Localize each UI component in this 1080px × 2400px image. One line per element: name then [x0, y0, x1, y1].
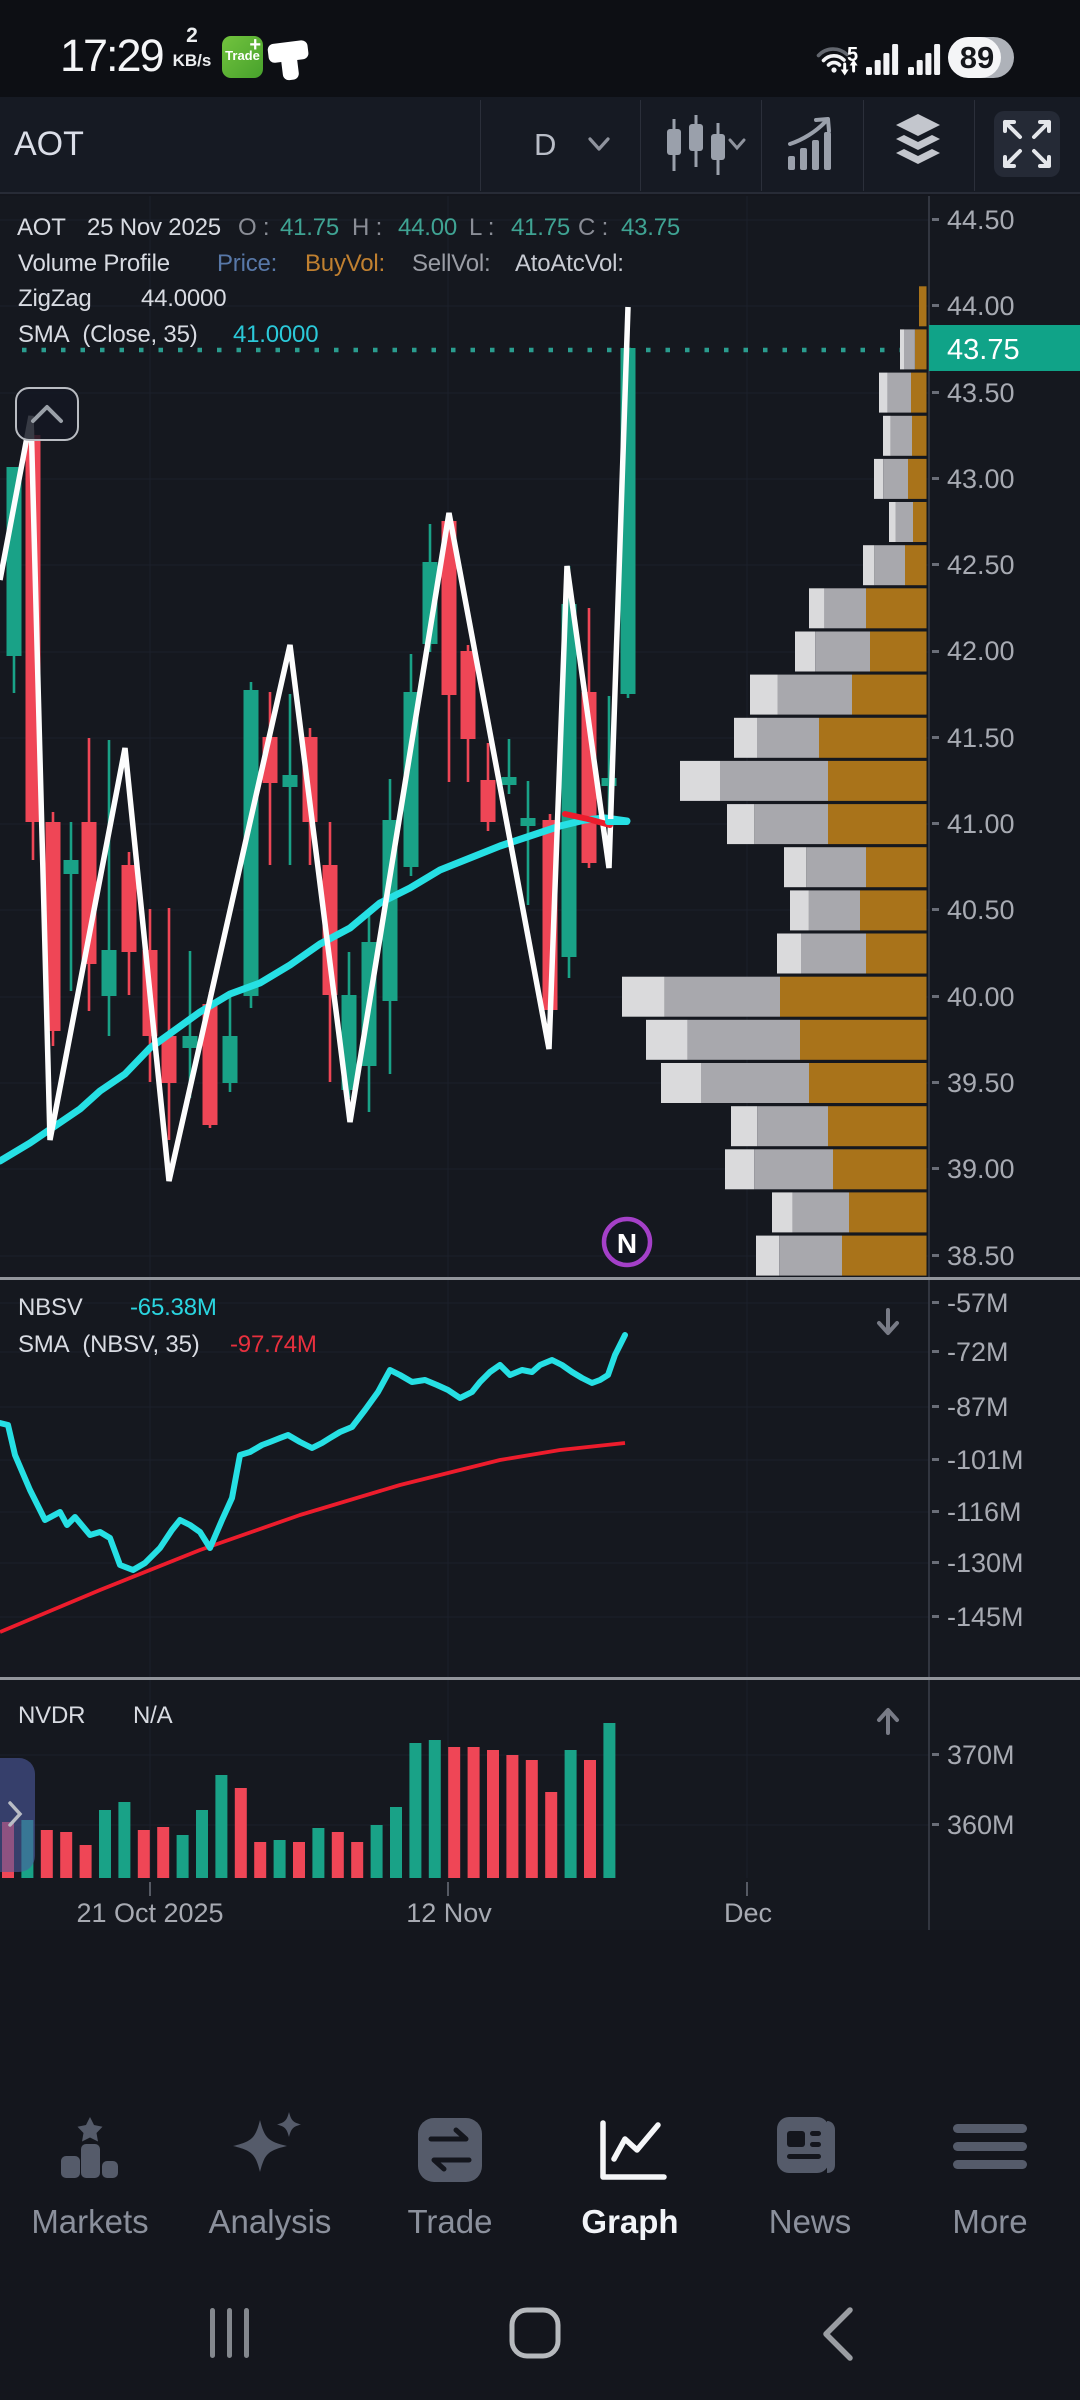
svg-text:ZigZag: ZigZag: [18, 285, 92, 312]
svg-text:40.00: 40.00: [947, 982, 1015, 1012]
svg-text:NBSV: NBSV: [18, 1294, 83, 1321]
svg-text:O :: O :: [238, 214, 269, 241]
svg-text:44.00: 44.00: [947, 291, 1015, 321]
svg-text:41.0000: 41.0000: [233, 321, 318, 348]
svg-text:-57M: -57M: [947, 1288, 1009, 1318]
svg-text:SellVol:: SellVol:: [412, 250, 490, 277]
svg-text:-72M: -72M: [947, 1337, 1009, 1367]
svg-text:BuyVol:: BuyVol:: [305, 250, 385, 277]
svg-text:12 Nov: 12 Nov: [406, 1898, 492, 1928]
svg-text:41.75: 41.75: [511, 214, 570, 241]
svg-text:-116M: -116M: [947, 1497, 1022, 1527]
svg-text:21 Oct 2025: 21 Oct 2025: [76, 1898, 223, 1928]
svg-text:NVDR: NVDR: [18, 1702, 85, 1729]
svg-text:370M: 370M: [947, 1740, 1015, 1770]
svg-text:C :: C :: [578, 214, 608, 241]
svg-text:Price:: Price:: [217, 250, 277, 277]
svg-text:38.50: 38.50: [947, 1241, 1015, 1271]
svg-text:SMA (NBSV, 35): SMA (NBSV, 35): [18, 1331, 200, 1358]
svg-text:-145M: -145M: [947, 1602, 1024, 1632]
svg-text:43.00: 43.00: [947, 464, 1015, 494]
svg-text:44.00: 44.00: [398, 214, 457, 241]
svg-text:42.00: 42.00: [947, 636, 1015, 666]
svg-text:-65.38M: -65.38M: [130, 1294, 217, 1321]
svg-text:L :: L :: [469, 214, 494, 241]
svg-text:N: N: [617, 1228, 637, 1259]
svg-text:43.75: 43.75: [947, 334, 1020, 366]
svg-text:AtoAtcVol:: AtoAtcVol:: [515, 250, 624, 277]
svg-text:25 Nov 2025: 25 Nov 2025: [87, 214, 221, 241]
svg-text:360M: 360M: [947, 1810, 1015, 1840]
svg-text:44.50: 44.50: [947, 205, 1015, 235]
svg-text:SMA (Close, 35): SMA (Close, 35): [18, 321, 198, 348]
svg-text:-97.74M: -97.74M: [230, 1331, 317, 1358]
svg-text:-101M: -101M: [947, 1445, 1024, 1475]
svg-text:42.50: 42.50: [947, 550, 1015, 580]
svg-text:Dec: Dec: [724, 1898, 772, 1928]
svg-text:39.50: 39.50: [947, 1068, 1015, 1098]
svg-text:39.00: 39.00: [947, 1154, 1015, 1184]
svg-text:43.50: 43.50: [947, 378, 1015, 408]
svg-text:-130M: -130M: [947, 1548, 1024, 1578]
svg-text:41.75: 41.75: [280, 214, 339, 241]
svg-text:44.0000: 44.0000: [141, 285, 226, 312]
svg-text:N/A: N/A: [133, 1702, 173, 1729]
svg-text:43.75: 43.75: [621, 214, 680, 241]
svg-text:AOT: AOT: [17, 214, 66, 241]
svg-text:Volume Profile: Volume Profile: [18, 250, 170, 277]
svg-text:41.00: 41.00: [947, 809, 1015, 839]
svg-text:-87M: -87M: [947, 1392, 1009, 1422]
svg-text:40.50: 40.50: [947, 895, 1015, 925]
svg-text:5: 5: [847, 44, 858, 66]
svg-text:41.50: 41.50: [947, 723, 1015, 753]
svg-text:H :: H :: [352, 214, 382, 241]
